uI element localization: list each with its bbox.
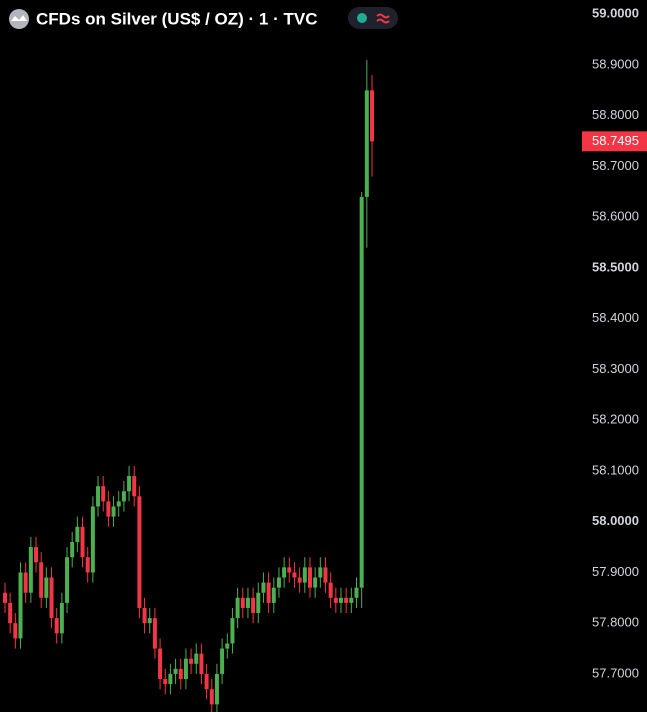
- candle-body: [18, 572, 23, 639]
- y-tick-label: 57.7000: [592, 665, 639, 680]
- candle-body: [313, 577, 318, 588]
- candle-body: [54, 618, 59, 634]
- candle-body: [307, 567, 312, 588]
- chart-title: CFDs on Silver (US$ / OZ) · 1 · TVC: [36, 9, 317, 28]
- candle-body: [59, 602, 64, 634]
- last-price-tag: [582, 131, 647, 152]
- candle-body: [261, 582, 266, 593]
- candle-body: [13, 623, 18, 639]
- y-tick-label: 58.9000: [592, 56, 639, 71]
- candle-body: [364, 90, 369, 197]
- y-tick-label: 58.5000: [592, 259, 639, 274]
- candle-body: [28, 547, 33, 593]
- candle-body: [266, 582, 271, 603]
- candle-body: [318, 567, 323, 578]
- candle-body: [70, 541, 75, 558]
- candle-body: [65, 557, 70, 603]
- candle-body: [132, 476, 137, 497]
- candle-body: [230, 618, 235, 644]
- last-price-label: 58.7495: [592, 133, 639, 148]
- candle-body: [163, 679, 168, 685]
- candle-body: [297, 577, 302, 583]
- candle-body: [173, 668, 178, 674]
- candle-body: [152, 618, 157, 649]
- candle-body: [333, 597, 338, 603]
- candle-body: [204, 673, 209, 690]
- candle-body: [85, 557, 90, 573]
- candle-body: [137, 496, 142, 608]
- candle-body: [338, 597, 343, 603]
- candle-body: [189, 658, 194, 664]
- candle-body: [101, 486, 106, 502]
- y-tick-label: 58.0000: [592, 513, 639, 528]
- candle-body: [23, 572, 28, 593]
- candle-body: [359, 196, 364, 588]
- candle-body: [225, 643, 230, 649]
- candle-body: [96, 486, 101, 507]
- candle-body: [276, 577, 281, 588]
- candle-body: [220, 648, 225, 674]
- candle-body: [209, 689, 214, 705]
- y-tick-label: 58.6000: [592, 209, 639, 224]
- candle-body: [199, 653, 204, 674]
- candle-body: [34, 547, 39, 563]
- candle-body: [354, 587, 359, 598]
- candle-body: [256, 592, 261, 614]
- candle-body: [116, 501, 121, 507]
- y-tick-label: 57.9000: [592, 564, 639, 579]
- candle-body: [75, 526, 80, 542]
- candle-body: [178, 668, 183, 680]
- candle-body: [3, 592, 7, 603]
- candle-body: [282, 567, 287, 578]
- candle-body: [349, 597, 354, 603]
- candle-body: [292, 572, 297, 578]
- candle-body: [80, 526, 85, 558]
- y-tick-label: 58.7000: [592, 158, 639, 173]
- symbol-icon: [9, 9, 29, 29]
- candle-body: [44, 577, 49, 598]
- status-badge: [348, 7, 398, 29]
- candle-body: [49, 577, 54, 619]
- candle-body: [240, 597, 245, 608]
- candle-body: [121, 491, 126, 502]
- candle-body: [328, 582, 333, 598]
- candle-body: [127, 476, 132, 492]
- candle-body: [323, 567, 328, 583]
- candle-body: [90, 506, 95, 573]
- candle-body: [168, 673, 173, 685]
- candle-body: [370, 90, 374, 142]
- candle-body: [39, 562, 44, 598]
- candle-body: [271, 587, 276, 603]
- y-tick-label: 57.8000: [592, 615, 639, 630]
- candle-body: [214, 673, 219, 705]
- y-tick-label: 58.3000: [592, 361, 639, 376]
- candle-body: [183, 658, 188, 680]
- candle-body: [251, 597, 256, 614]
- y-tick-label: 58.8000: [592, 107, 639, 122]
- candle-body: [235, 597, 240, 619]
- candle-body: [344, 597, 349, 603]
- y-tick-label: 58.2000: [592, 412, 639, 427]
- candle-body: [8, 602, 13, 624]
- candle-body: [111, 506, 116, 517]
- y-tick-label: 58.1000: [592, 462, 639, 477]
- candle-body: [302, 567, 307, 583]
- candle-body: [158, 648, 163, 680]
- candle-body: [194, 653, 199, 664]
- y-tick-label: 58.4000: [592, 310, 639, 325]
- y-tick-label: 59.0000: [592, 6, 639, 21]
- candle-body: [106, 501, 111, 517]
- candle-body: [287, 567, 292, 573]
- candle-body: [147, 618, 152, 624]
- candle-body: [245, 597, 250, 608]
- candle-body: [142, 607, 147, 624]
